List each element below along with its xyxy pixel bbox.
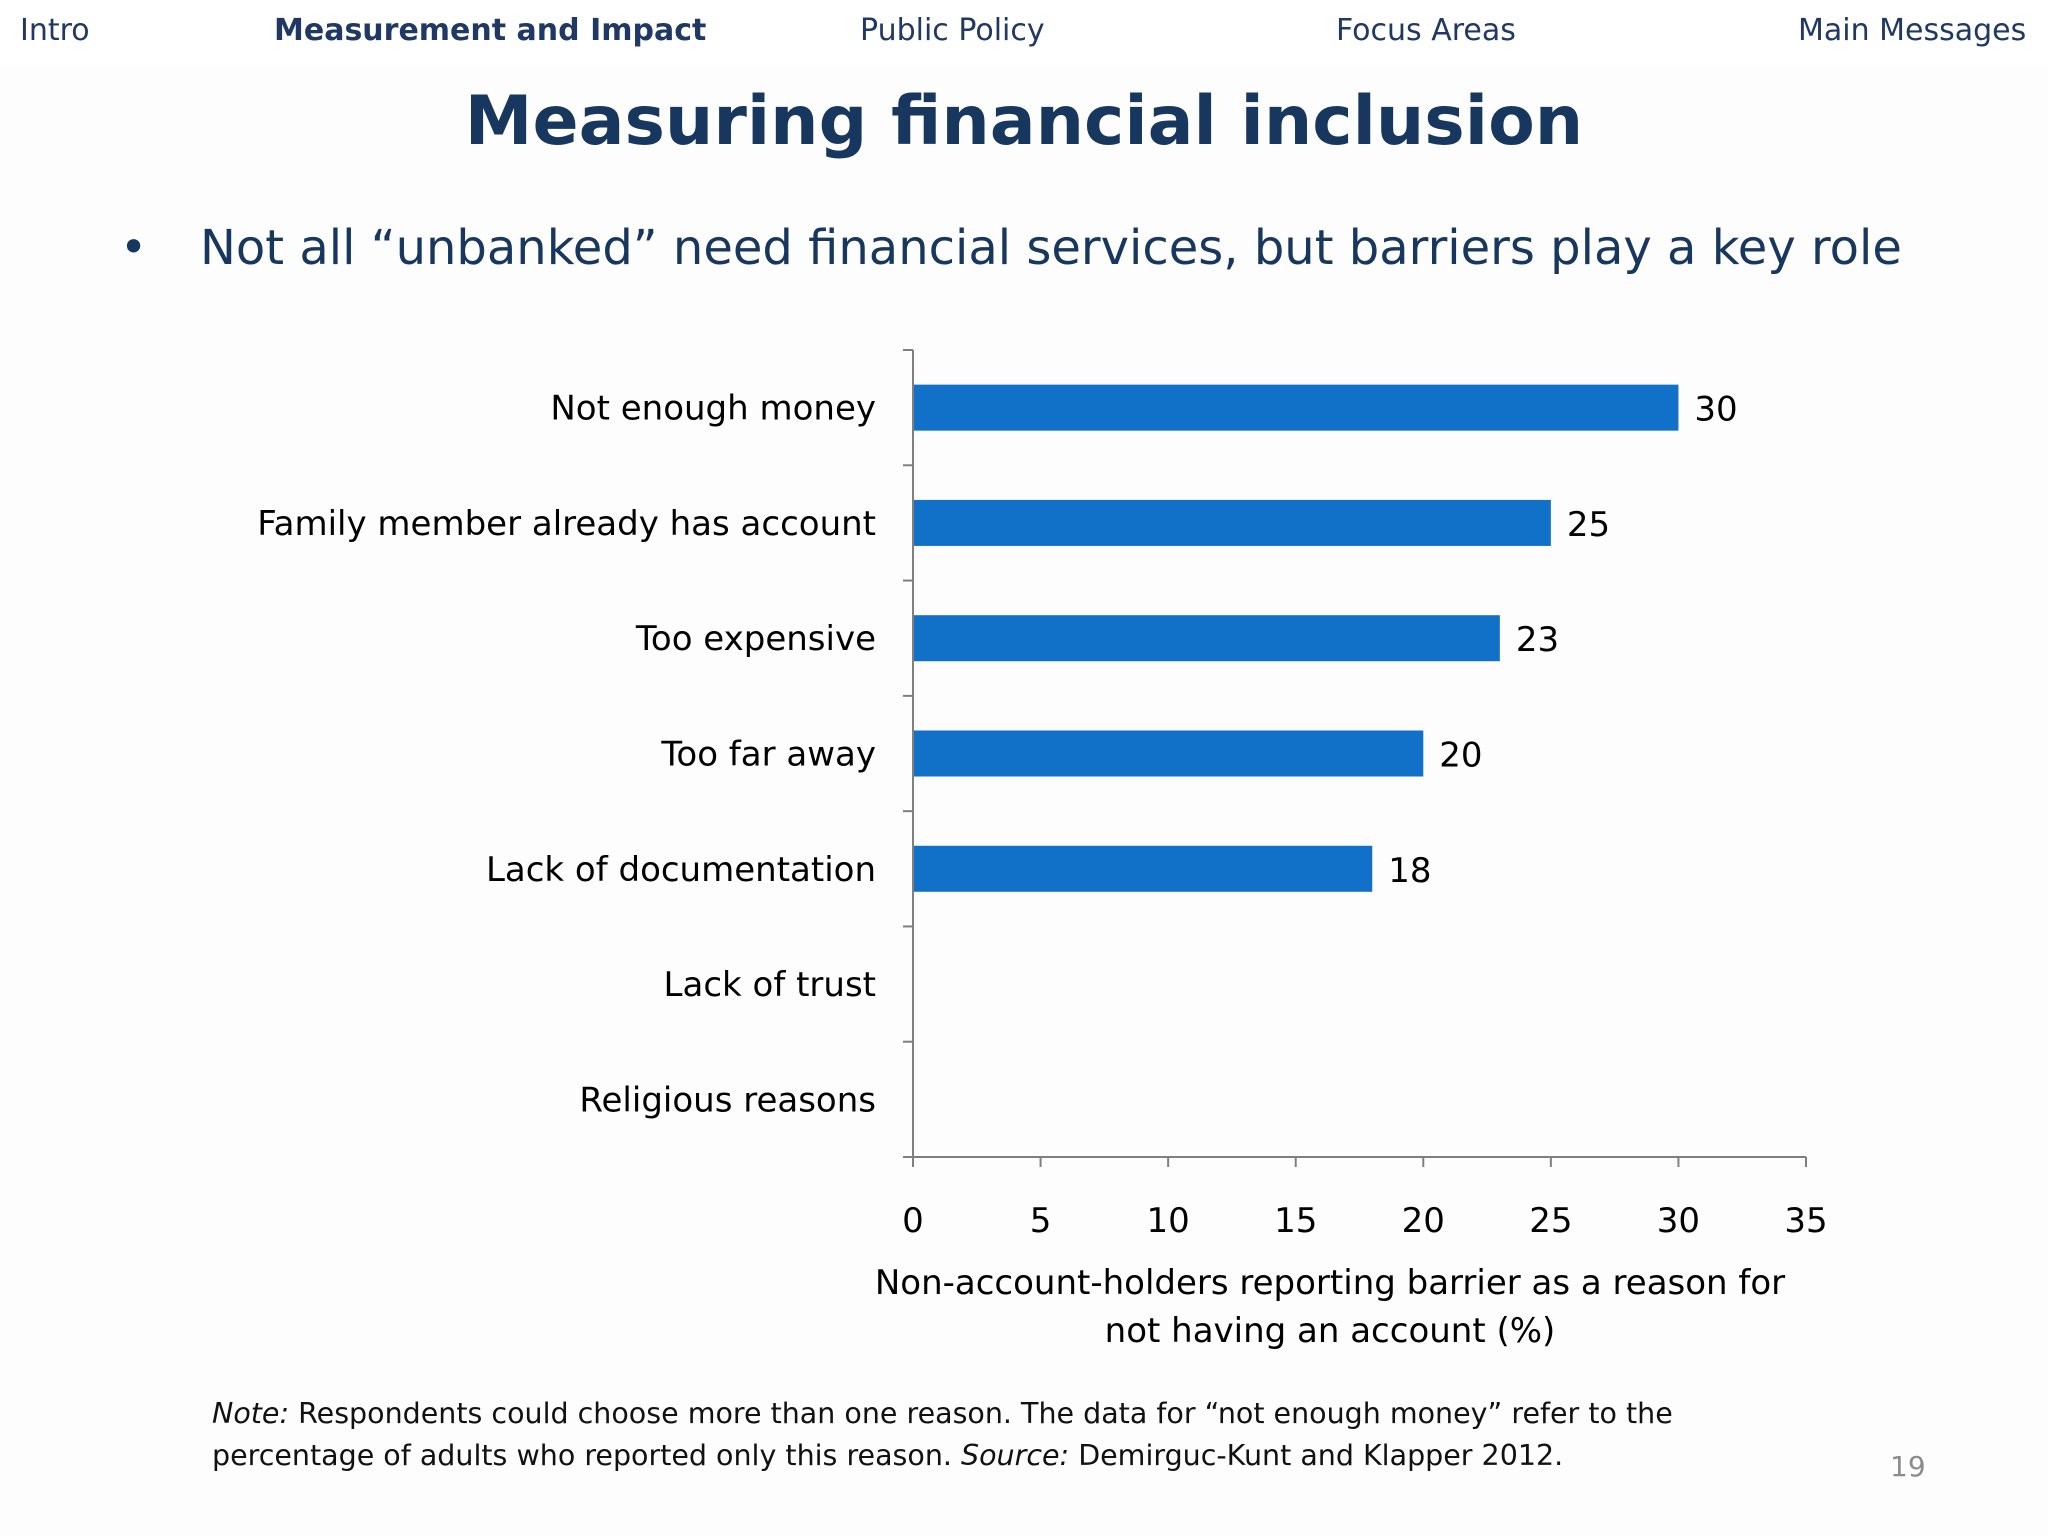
x-tick-label: 10 xyxy=(1147,1201,1190,1241)
bar xyxy=(914,499,1551,546)
x-tick-label: 5 xyxy=(1030,1201,1052,1241)
bar xyxy=(914,615,1500,662)
note-label: Note: xyxy=(212,1397,290,1430)
category-label: Too expensive xyxy=(635,619,876,659)
nav-tab-intro[interactable]: Intro xyxy=(20,13,90,48)
x-tick-label: 25 xyxy=(1529,1201,1572,1241)
x-axis-title: not having an account (%) xyxy=(1105,1311,1556,1351)
bar xyxy=(914,845,1373,892)
data-label: 30 xyxy=(1694,390,1737,430)
bullet-text: Not all “unbanked” need financial servic… xyxy=(200,220,1902,276)
data-label: 23 xyxy=(1516,620,1559,660)
source-label: Source: xyxy=(961,1439,1070,1472)
bullet-marker: • xyxy=(120,220,148,274)
category-label: Not enough money xyxy=(550,389,876,429)
x-axis-title: Non-account-holders reporting barrier as… xyxy=(875,1263,1785,1303)
x-tick-label: 15 xyxy=(1274,1201,1317,1241)
footnote: Note: Respondents could choose more than… xyxy=(212,1393,1832,1477)
x-tick-label: 0 xyxy=(902,1201,924,1241)
category-label: Lack of documentation xyxy=(486,850,876,890)
category-label: Religious reasons xyxy=(579,1080,876,1120)
nav-tab-public-policy[interactable]: Public Policy xyxy=(860,13,1045,48)
bar xyxy=(914,384,1679,431)
nav-tab-focus-areas[interactable]: Focus Areas xyxy=(1336,13,1516,48)
bar xyxy=(914,730,1424,777)
slide-title: Measuring financial inclusion xyxy=(464,82,1584,161)
source-text: Demirguc-Kunt and Klapper 2012. xyxy=(1069,1439,1564,1472)
x-tick-label: 20 xyxy=(1402,1201,1445,1241)
category-label: Family member already has account xyxy=(257,504,876,544)
category-label: Lack of trust xyxy=(664,965,876,1005)
x-tick-label: 35 xyxy=(1784,1201,1827,1241)
data-label: 18 xyxy=(1388,851,1431,891)
page-number: 19 xyxy=(1890,1450,1926,1483)
note-text: Respondents could choose more than one r… xyxy=(212,1397,1673,1472)
data-label: 20 xyxy=(1439,736,1482,776)
top-navigation: Intro Measurement and Impact Public Poli… xyxy=(0,0,2048,66)
nav-tab-measurement-and-impact[interactable]: Measurement and Impact xyxy=(274,13,707,48)
nav-tab-main-messages[interactable]: Main Messages xyxy=(1798,13,2027,48)
category-label: Too far away xyxy=(660,735,876,775)
data-label: 25 xyxy=(1567,505,1610,545)
x-tick-label: 30 xyxy=(1657,1201,1700,1241)
